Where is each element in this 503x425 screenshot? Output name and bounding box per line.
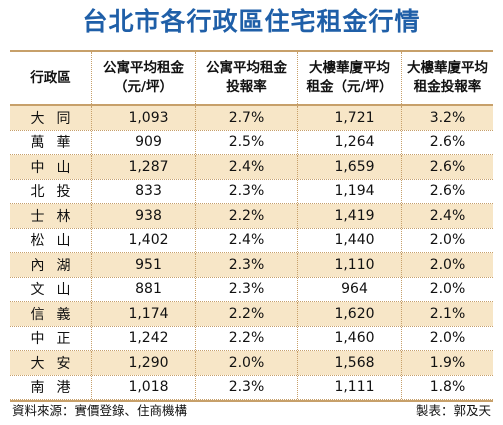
header-apartment-rent: 公寓平均租金 （元/坪） xyxy=(92,52,196,104)
building-rent-cell: 964 xyxy=(298,277,402,301)
apartment-yield-cell: 2.3% xyxy=(196,253,298,277)
table-row: 北投 833 2.3% 1,194 2.6% xyxy=(10,179,493,204)
building-rent-cell: 1,721 xyxy=(298,106,402,130)
table-row: 大安 1,290 2.0% 1,568 1.9% xyxy=(10,351,493,376)
building-rent-cell: 1,194 xyxy=(298,179,402,203)
apartment-rent-cell: 951 xyxy=(92,253,196,277)
header-district: 行政區 xyxy=(10,52,92,104)
building-yield-cell: 2.0% xyxy=(402,277,493,301)
building-rent-cell: 1,440 xyxy=(298,228,402,252)
building-rent-cell: 1,568 xyxy=(298,351,402,375)
apartment-yield-cell: 2.4% xyxy=(196,228,298,252)
apartment-rent-cell: 1,287 xyxy=(92,155,196,179)
table-row: 信義 1,174 2.2% 1,620 2.1% xyxy=(10,302,493,327)
apartment-yield-cell: 2.7% xyxy=(196,106,298,130)
building-rent-cell: 1,264 xyxy=(298,130,402,154)
table-row: 松山 1,402 2.4% 1,440 2.0% xyxy=(10,228,493,253)
apartment-rent-cell: 1,174 xyxy=(92,302,196,326)
table-row: 內湖 951 2.3% 1,110 2.0% xyxy=(10,253,493,278)
apartment-yield-cell: 2.0% xyxy=(196,351,298,375)
footer: 資料來源：實價登錄、住商機構 製表：郭及天 xyxy=(12,400,491,419)
district-cell: 南港 xyxy=(10,375,92,399)
rent-table: 行政區 公寓平均租金 （元/坪） 公寓平均租金 投報率 大樓華廈平均 租金（元/… xyxy=(10,50,493,402)
page-title: 台北市各行政區住宅租金行情 xyxy=(82,7,421,36)
apartment-yield-cell: 2.2% xyxy=(196,204,298,228)
table-row: 南港 1,018 2.3% 1,111 1.8% xyxy=(10,375,493,400)
building-yield-cell: 2.4% xyxy=(402,204,493,228)
district-cell: 中正 xyxy=(10,326,92,350)
building-rent-cell: 1,460 xyxy=(298,326,402,350)
apartment-rent-cell: 1,018 xyxy=(92,375,196,399)
table-row: 士林 938 2.2% 1,419 2.4% xyxy=(10,204,493,229)
apartment-yield-cell: 2.3% xyxy=(196,277,298,301)
table-row: 中山 1,287 2.4% 1,659 2.6% xyxy=(10,155,493,180)
header-apartment-yield: 公寓平均租金 投報率 xyxy=(196,52,298,104)
building-yield-cell: 2.0% xyxy=(402,228,493,252)
district-cell: 信義 xyxy=(10,302,92,326)
table-row: 中正 1,242 2.2% 1,460 2.0% xyxy=(10,326,493,351)
district-cell: 士林 xyxy=(10,204,92,228)
table-row: 萬華 909 2.5% 1,264 2.6% xyxy=(10,130,493,155)
district-cell: 松山 xyxy=(10,228,92,252)
building-rent-cell: 1,111 xyxy=(298,375,402,399)
district-cell: 內湖 xyxy=(10,253,92,277)
building-rent-cell: 1,110 xyxy=(298,253,402,277)
building-rent-cell: 1,620 xyxy=(298,302,402,326)
building-yield-cell: 2.1% xyxy=(402,302,493,326)
table-row: 文山 881 2.3% 964 2.0% xyxy=(10,277,493,302)
apartment-rent-cell: 833 xyxy=(92,179,196,203)
apartment-yield-cell: 2.2% xyxy=(196,326,298,350)
district-cell: 萬華 xyxy=(10,130,92,154)
building-yield-cell: 2.6% xyxy=(402,130,493,154)
apartment-yield-cell: 2.3% xyxy=(196,375,298,399)
table-bottom-rule xyxy=(10,400,493,402)
apartment-rent-cell: 938 xyxy=(92,204,196,228)
credit-note: 製表：郭及天 xyxy=(415,403,491,418)
district-cell: 中山 xyxy=(10,155,92,179)
apartment-rent-cell: 1,290 xyxy=(92,351,196,375)
apartment-yield-cell: 2.3% xyxy=(196,179,298,203)
district-cell: 文山 xyxy=(10,277,92,301)
apartment-yield-cell: 2.2% xyxy=(196,302,298,326)
table-body: 大同 1,093 2.7% 1,721 3.2% 萬華 909 2.5% 1,2… xyxy=(10,106,493,400)
district-cell: 大同 xyxy=(10,106,92,130)
apartment-rent-cell: 1,402 xyxy=(92,228,196,252)
apartment-rent-cell: 1,242 xyxy=(92,326,196,350)
building-yield-cell: 2.0% xyxy=(402,253,493,277)
source-note: 資料來源：實價登錄、住商機構 xyxy=(12,403,188,418)
building-yield-cell: 3.2% xyxy=(402,106,493,130)
district-cell: 北投 xyxy=(10,179,92,203)
building-yield-cell: 2.0% xyxy=(402,326,493,350)
apartment-rent-cell: 909 xyxy=(92,130,196,154)
header-building-rent: 大樓華廈平均 租金（元/坪） xyxy=(298,52,402,104)
building-yield-cell: 2.6% xyxy=(402,179,493,203)
apartment-rent-cell: 1,093 xyxy=(92,106,196,130)
header-building-yield: 大樓華廈平均 租金投報率 xyxy=(407,60,488,95)
table-row: 大同 1,093 2.7% 1,721 3.2% xyxy=(10,106,493,131)
district-cell: 大安 xyxy=(10,351,92,375)
table-header-row: 行政區 公寓平均租金 （元/坪） 公寓平均租金 投報率 大樓華廈平均 租金（元/… xyxy=(10,52,493,106)
building-yield-cell: 2.6% xyxy=(402,155,493,179)
building-rent-cell: 1,419 xyxy=(298,204,402,228)
apartment-yield-cell: 2.4% xyxy=(196,155,298,179)
building-rent-cell: 1,659 xyxy=(298,155,402,179)
apartment-yield-cell: 2.5% xyxy=(196,130,298,154)
apartment-rent-cell: 881 xyxy=(92,277,196,301)
building-yield-cell: 1.9% xyxy=(402,351,493,375)
building-yield-cell: 1.8% xyxy=(402,375,493,399)
